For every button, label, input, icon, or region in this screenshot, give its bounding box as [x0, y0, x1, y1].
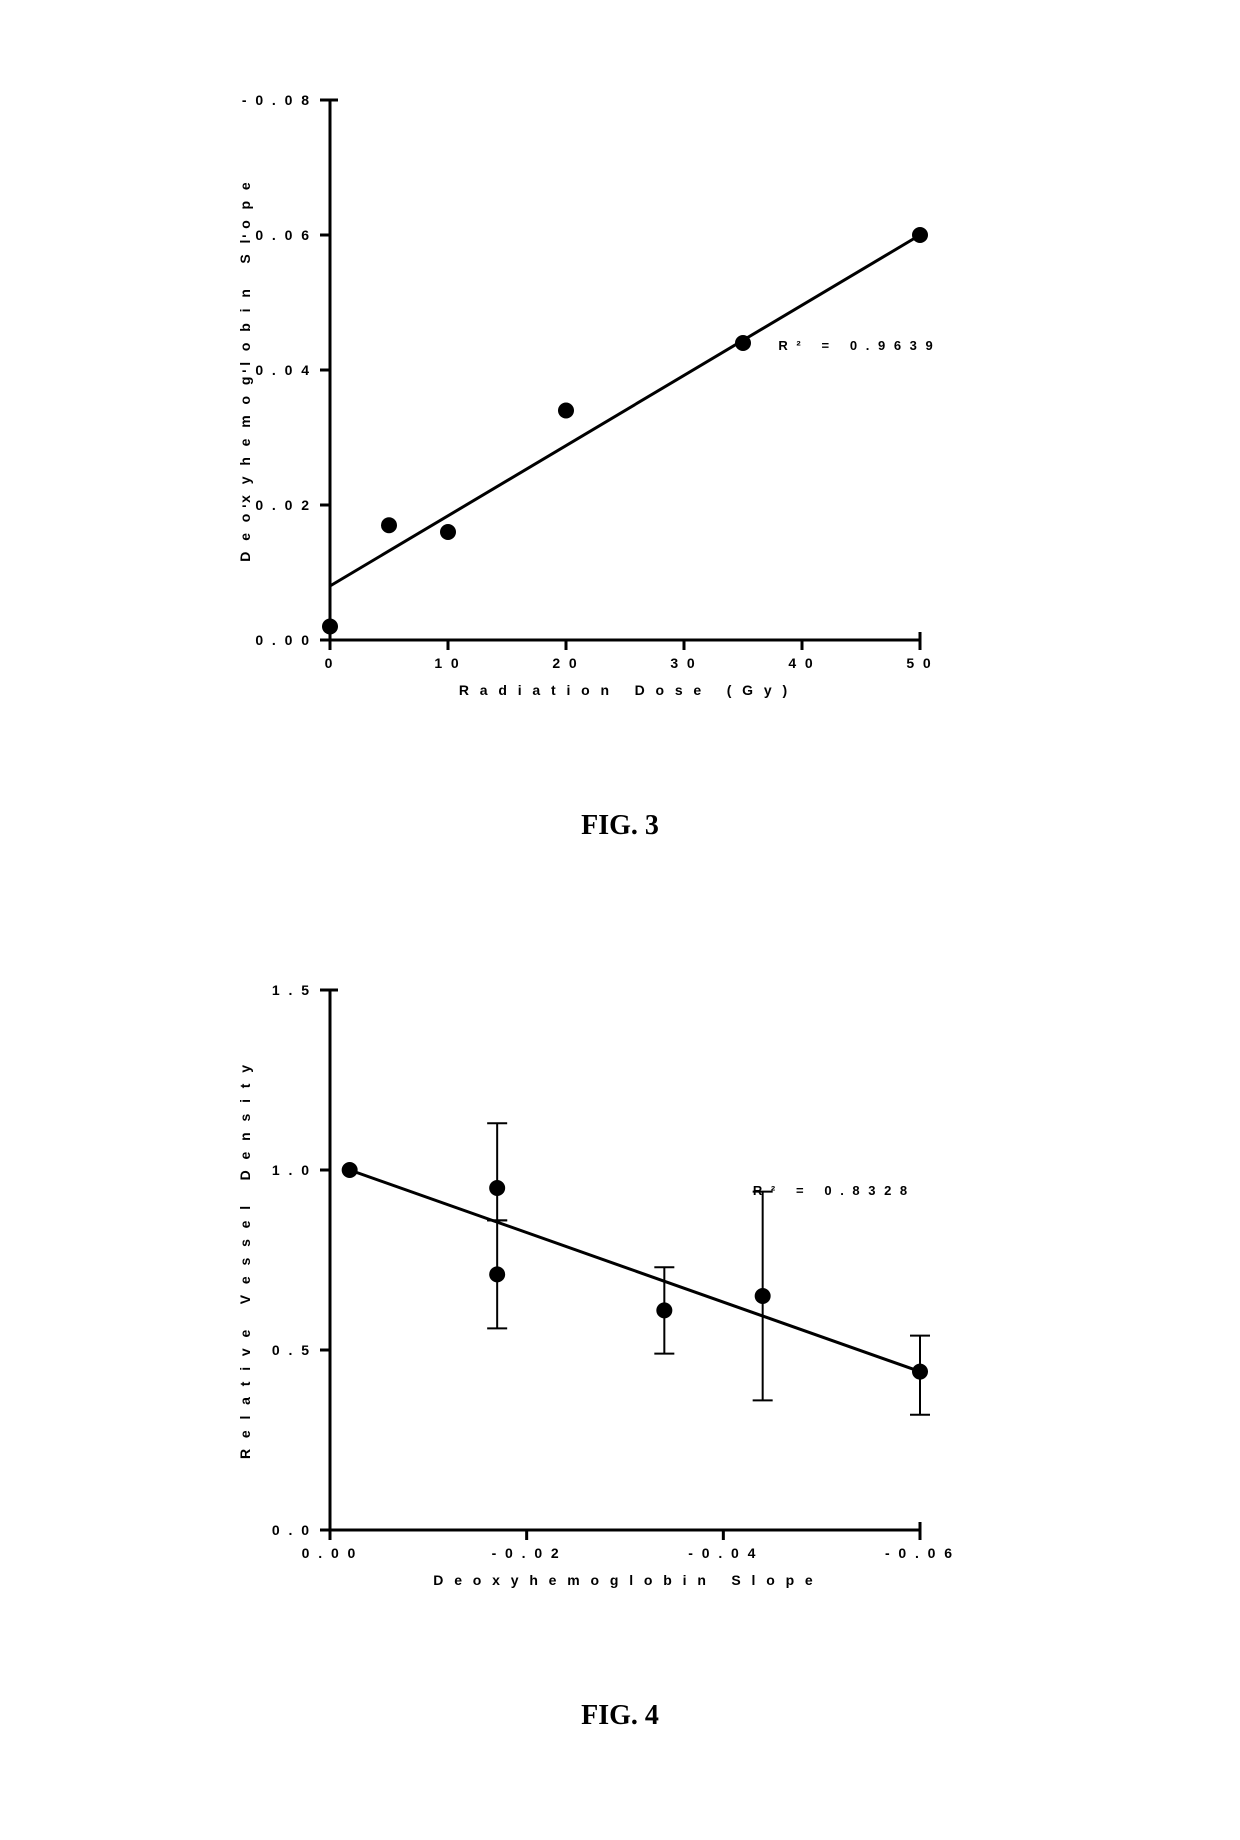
svg-text:0 . 0: 0 . 0	[272, 1522, 312, 1538]
svg-text:D e o x y h e m o g l o b i n: D e o x y h e m o g l o b i n S l o p e	[433, 1572, 816, 1588]
svg-text:R ² = 0 . 8 3 2 8: R ² = 0 . 8 3 2 8	[753, 1183, 910, 1198]
svg-text:R ² = 0 . 9 6 3 9: R ² = 0 . 9 6 3 9	[778, 338, 935, 353]
svg-text:4 0: 4 0	[788, 655, 815, 671]
svg-text:R a d i a t i o n D o s e: R a d i a t i o n D o s e ( G y )	[459, 682, 791, 698]
fig-3-caption: FIG. 3	[0, 810, 1240, 842]
svg-text:0 . 5: 0 . 5	[272, 1342, 312, 1358]
svg-text:0 . 0 0: 0 . 0 0	[255, 632, 312, 648]
svg-text:- 0 . 0 6: - 0 . 0 6	[885, 1545, 955, 1561]
svg-text:- 0 . 0 2: - 0 . 0 2	[492, 1545, 562, 1561]
svg-text:1 . 0: 1 . 0	[272, 1162, 312, 1178]
svg-text:0 . 0 0: 0 . 0 0	[302, 1545, 359, 1561]
fig-4-caption: FIG. 4	[0, 1700, 1240, 1732]
page: 0 1 0 2 0 3 0 4 0 5 0 0 . 0 0 - 0 . 0 2 - 0 . 0 …	[0, 0, 1240, 1840]
svg-text:1 0: 1 0	[434, 655, 461, 671]
svg-text:5 0: 5 0	[906, 655, 933, 671]
svg-text:R e l a t i v e V e s s e l: R e l a t i v e V e s s e l D e n s i t …	[237, 1061, 253, 1459]
svg-text:- 0 . 0 8: - 0 . 0 8	[242, 92, 312, 108]
svg-text:- 0 . 0 4: - 0 . 0 4	[688, 1545, 758, 1561]
fig-3: 01 02 03 04 05 00 . 0 0- 0 . 0 2- 0 . 0 …	[220, 80, 980, 760]
fig-4: 0 . 0 0 - 0 . 0 2 - 0 . 0 4 - 0 . 0 6 0 . 0 0…	[220, 970, 980, 1650]
svg-text:1 . 5: 1 . 5	[272, 982, 312, 998]
svg-text:0: 0	[325, 655, 336, 671]
svg-text:D e o x y h e m o g l o b i n: D e o x y h e m o g l o b i n S l o p e	[237, 178, 253, 561]
svg-text:3 0: 3 0	[670, 655, 697, 671]
svg-text:2 0: 2 0	[552, 655, 579, 671]
